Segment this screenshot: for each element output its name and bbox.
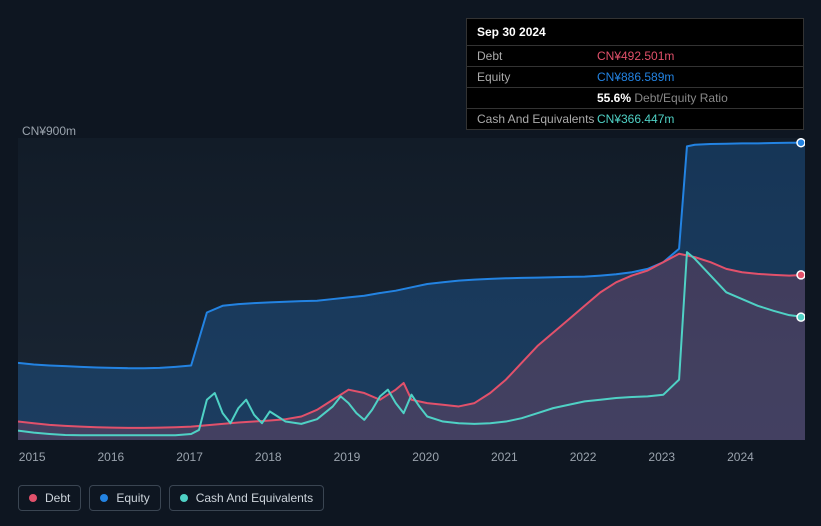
plot-area[interactable] [18, 138, 805, 440]
end-marker-debt [797, 271, 805, 279]
tooltip: Sep 30 2024 DebtCN¥492.501mEquityCN¥886.… [466, 18, 804, 130]
legend-swatch [100, 494, 108, 502]
legend-swatch [29, 494, 37, 502]
legend-item-debt[interactable]: Debt [18, 485, 81, 511]
legend-item-equity[interactable]: Equity [89, 485, 160, 511]
x-tick-label: 2016 [98, 450, 125, 464]
legend-item-cash-and-equivalents[interactable]: Cash And Equivalents [169, 485, 324, 511]
tooltip-label [477, 91, 597, 105]
tooltip-value: 55.6% Debt/Equity Ratio [597, 91, 728, 105]
legend-label: Debt [45, 491, 70, 505]
tooltip-value: CN¥366.447m [597, 112, 674, 126]
tooltip-row: 55.6% Debt/Equity Ratio [467, 88, 803, 109]
end-marker-equity [797, 139, 805, 147]
tooltip-label: Cash And Equivalents [477, 112, 597, 126]
tooltip-label: Equity [477, 70, 597, 84]
legend: Debt Equity Cash And Equivalents [18, 485, 324, 511]
x-tick-label: 2022 [570, 450, 597, 464]
x-tick-label: 2023 [648, 450, 675, 464]
tooltip-date: Sep 30 2024 [467, 19, 803, 46]
tooltip-label: Debt [477, 49, 597, 63]
chart-svg [18, 138, 805, 440]
x-tick-label: 2015 [19, 450, 46, 464]
end-marker-cash-and-equivalents [797, 313, 805, 321]
legend-label: Cash And Equivalents [196, 491, 313, 505]
y-axis-max-label: CN¥900m [22, 124, 76, 138]
chart-container: Sep 30 2024 DebtCN¥492.501mEquityCN¥886.… [0, 0, 821, 526]
legend-swatch [180, 494, 188, 502]
tooltip-row: Cash And EquivalentsCN¥366.447m [467, 109, 803, 129]
x-tick-label: 2024 [727, 450, 754, 464]
x-tick-label: 2018 [255, 450, 282, 464]
tooltip-value: CN¥492.501m [597, 49, 674, 63]
x-tick-label: 2019 [334, 450, 361, 464]
x-tick-label: 2017 [176, 450, 203, 464]
legend-label: Equity [116, 491, 149, 505]
tooltip-row: EquityCN¥886.589m [467, 67, 803, 88]
x-tick-label: 2020 [412, 450, 439, 464]
x-tick-label: 2021 [491, 450, 518, 464]
tooltip-row: DebtCN¥492.501m [467, 46, 803, 67]
tooltip-value: CN¥886.589m [597, 70, 674, 84]
